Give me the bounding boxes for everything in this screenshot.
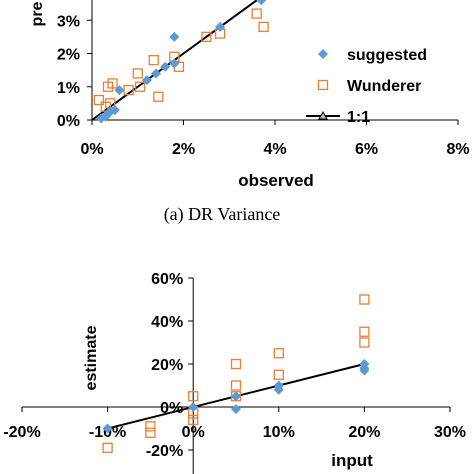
chart-b-x-tick-label: -20%	[3, 424, 40, 441]
chart-b-x-tick-label: 10%	[263, 424, 295, 441]
chart-b-y-tick-label: -20%	[146, 443, 183, 460]
chart-a-point-wunderer	[93, 94, 105, 106]
chart-b-x-tick-label: 20%	[348, 424, 380, 441]
chart-a-point-suggested	[114, 85, 125, 96]
chart-a-point-suggested	[215, 21, 226, 32]
chart-a-point-wunderer	[132, 68, 143, 79]
chart-a-ylabel: pre	[29, 1, 46, 26]
chart-b-point-wunderer	[273, 369, 284, 380]
legend-label: Wunderer	[347, 78, 421, 95]
chart-b-point-wunderer	[230, 358, 242, 370]
chart-a-x-tick-label: 8%	[446, 141, 469, 158]
chart-b-point-suggested	[231, 391, 241, 402]
chart-b-point-wunderer	[359, 326, 370, 337]
chart-a-y-tick-label: 0%	[57, 113, 80, 130]
chart-a-y-tick-label: 2%	[57, 47, 80, 64]
chart-a-point-wunderer	[258, 21, 269, 33]
chart-a-point-suggested	[109, 105, 120, 116]
chart-a-point-wunderer	[148, 55, 159, 66]
chart-a-point-wunderer	[134, 81, 146, 92]
chart-b-point-suggested	[102, 423, 113, 434]
chart-b-point-wunderer	[188, 391, 199, 402]
chart-b-x-tick-label: 0%	[182, 424, 205, 441]
chart-b-point-wunderer	[230, 380, 242, 391]
chart-a-identity-line	[91, 0, 259, 121]
chart-b-point-wunderer	[102, 442, 113, 454]
chart-a-caption: (a) DR Variance	[164, 204, 281, 225]
chart-b-xlabel: input	[331, 451, 373, 470]
chart-a-series	[91, 0, 269, 124]
chart-a-ticks: 0% 2% 4% 6% 8% 0% 1% 2% 3%	[57, 13, 470, 158]
chart-b-series	[102, 294, 370, 454]
legend-swatch-1	[317, 79, 329, 91]
chart-b-point-suggested	[231, 404, 241, 415]
chart-a-point-suggested	[169, 31, 180, 42]
chart-b-point-suggested	[188, 402, 199, 412]
chart-b-x-tick-label: 30%	[434, 424, 466, 441]
chart-b-point-suggested	[359, 365, 370, 376]
chart-b-point-wunderer	[188, 414, 199, 426]
chart-a-y-tick-label: 3%	[57, 13, 80, 30]
chart-a-point-suggested	[261, 0, 266, 2]
legend-swatch-0	[318, 49, 328, 59]
chart-a-point-suggested	[160, 61, 171, 72]
chart-a-legend: suggested Wunderer 1:1	[306, 47, 427, 126]
legend-label: 1:1	[347, 109, 370, 126]
chart-b-point-wunderer	[145, 427, 156, 438]
chart-b: estimate -20%-10%0%10%20%30%-20%0%20%40%…	[3, 271, 466, 474]
chart-a-xlabel: observed	[238, 171, 314, 190]
chart-a: pre 0% 2% 4% 6% 8% 0% 1% 2% 3% observed suggeste…	[29, 0, 470, 225]
chart-b-y-tick-label: 40%	[151, 314, 183, 331]
legend-label: suggested	[347, 47, 427, 64]
chart-a-point-wunderer	[251, 8, 262, 19]
chart-a-point-wunderer	[201, 31, 212, 43]
chart-a-point-suggested	[141, 75, 152, 86]
chart-a-point-suggested	[169, 58, 180, 69]
chart-a-point-wunderer	[107, 78, 118, 89]
chart-b-ticks: -20%-10%0%10%20%30%-20%0%20%40%60%	[3, 271, 466, 460]
chart-a-y-tick-label: 1%	[57, 80, 80, 97]
chart-a-point-wunderer	[153, 91, 164, 102]
chart-a-x-tick-label: 4%	[263, 141, 286, 158]
chart-b-y-tick-label: 0%	[160, 400, 183, 417]
chart-b-point-wunderer	[145, 421, 156, 432]
chart-a-point-suggested	[256, 0, 267, 6]
chart-b-ylabel: estimate	[83, 325, 100, 390]
chart-a-x-tick-label: 2%	[172, 141, 195, 158]
chart-b-y-tick-label: 60%	[151, 271, 183, 288]
chart-a-point-suggested	[151, 68, 162, 79]
chart-b-point-wunderer	[359, 294, 370, 305]
chart-a-x-tick-label: 0%	[80, 141, 103, 158]
chart-b-point-wunderer	[359, 337, 370, 348]
chart-b-point-suggested	[273, 384, 284, 395]
legend-triangle-marker	[318, 110, 328, 120]
chart-b-y-tick-label: 20%	[151, 357, 183, 374]
chart-b-point-wunderer	[273, 348, 284, 359]
chart-a-x-tick-label: 6%	[355, 141, 378, 158]
